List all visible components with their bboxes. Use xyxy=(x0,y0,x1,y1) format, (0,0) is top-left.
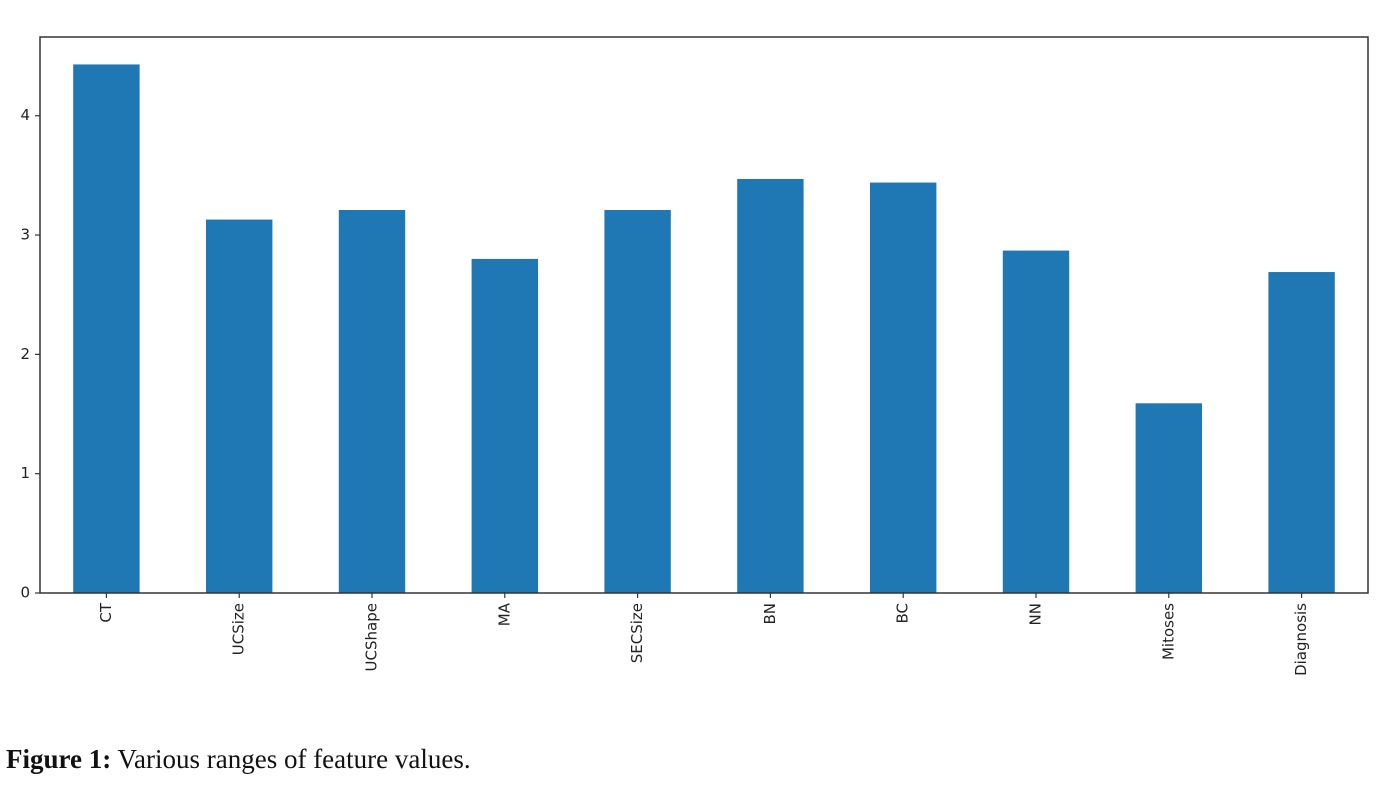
y-tick-label: 1 xyxy=(20,464,30,482)
bar-bn xyxy=(737,178,804,593)
y-tick-label: 3 xyxy=(20,226,30,244)
y-tick-label: 0 xyxy=(20,584,30,602)
bars-group xyxy=(73,64,1335,594)
x-tick-label: SECSize xyxy=(628,603,646,663)
bar-ma xyxy=(471,258,538,593)
x-tick-label: UCShape xyxy=(363,603,381,671)
y-axis: 0 1 2 3 4 xyxy=(20,106,40,602)
x-tick-label: BN xyxy=(761,603,779,625)
bar-ct xyxy=(73,64,140,593)
x-tick-label: Mitoses xyxy=(1159,603,1177,660)
x-tick-label: MA xyxy=(495,602,513,626)
figure-caption: Figure 1: Various ranges of feature valu… xyxy=(6,744,471,775)
bar-bc xyxy=(870,182,937,593)
x-tick-label: UCSize xyxy=(230,603,248,655)
caption-text: Various ranges of feature values. xyxy=(111,744,471,774)
x-tick-label: CT xyxy=(97,602,115,622)
bar-nn xyxy=(1002,250,1070,594)
x-tick-label: NN xyxy=(1027,603,1045,625)
bar-secsize xyxy=(604,210,671,594)
y-tick-label: 2 xyxy=(20,345,30,363)
y-tick-label: 4 xyxy=(20,106,30,124)
caption-label: Figure 1: xyxy=(6,744,112,774)
bar-ucsize xyxy=(206,219,273,593)
x-tick-label: Diagnosis xyxy=(1292,603,1310,676)
bar-mitoses xyxy=(1135,403,1202,593)
bar-ucshape xyxy=(338,210,406,594)
bar-chart: 0 1 2 3 4 CT UCSize UCShape MA SECSize BN BC NN Mito… xyxy=(20,36,1369,676)
plot-frame xyxy=(39,36,1369,594)
bar-diagnosis xyxy=(1268,272,1335,593)
x-tick-label: BC xyxy=(894,603,912,624)
x-axis: CT UCSize UCShape MA SECSize BN BC NN Mitoses Dia… xyxy=(97,593,1310,676)
